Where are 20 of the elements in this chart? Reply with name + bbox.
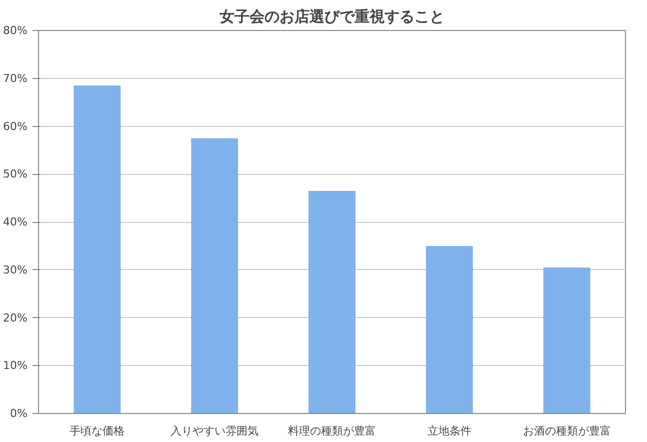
x-tick-label: 料理の種類が豊富 [288, 424, 376, 438]
y-tick-label: 60% [3, 120, 28, 133]
y-tick-label: 50% [3, 168, 28, 181]
y-tick-label: 70% [3, 72, 28, 85]
y-tick-label: 80% [3, 24, 28, 37]
y-tick-label: 10% [3, 359, 28, 372]
chart-title: 女子会のお店選びで重視すること [218, 8, 444, 26]
y-tick-label: 0% [10, 407, 28, 420]
y-tick-label: 20% [3, 311, 28, 324]
bar [308, 190, 356, 414]
x-tick-label: 立地条件 [427, 424, 472, 438]
x-tick-label: 入りやすい雰囲気 [170, 424, 259, 438]
x-tick-label: 手頃な価格 [70, 424, 125, 438]
bar [543, 267, 590, 414]
y-tick-label: 40% [3, 216, 28, 228]
y-tick-label: 30% [3, 263, 28, 276]
bar [191, 138, 238, 414]
bar [426, 246, 473, 414]
x-tick-label: お酒の種類が豊富 [522, 424, 611, 438]
bar [74, 86, 121, 414]
